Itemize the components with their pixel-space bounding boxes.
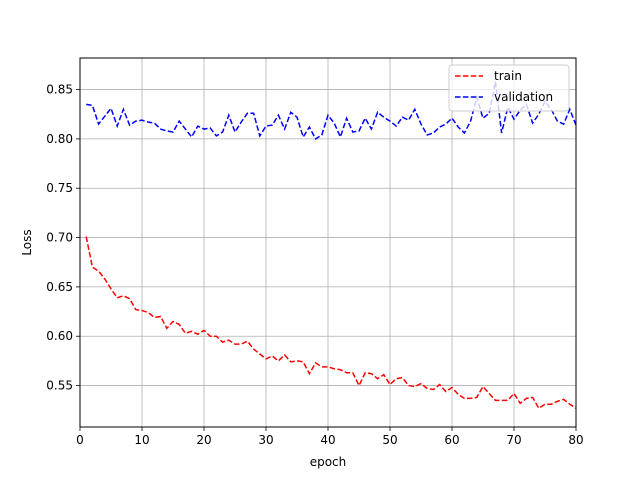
legend-label-validation: validation — [494, 90, 553, 104]
x-tick-label: 20 — [196, 433, 211, 447]
x-tick-label: 0 — [76, 433, 84, 447]
x-tick-label: 80 — [568, 433, 583, 447]
x-tick-label: 10 — [134, 433, 149, 447]
y-tick-label: 0.70 — [46, 231, 73, 245]
y-axis-label: Loss — [20, 229, 34, 255]
x-tick-label: 60 — [444, 433, 459, 447]
legend-label-train: train — [494, 69, 522, 83]
x-tick-label: 50 — [382, 433, 397, 447]
y-tick-label: 0.75 — [46, 181, 73, 195]
x-axis-label: epoch — [310, 455, 347, 469]
x-tick-label: 70 — [506, 433, 521, 447]
series-line-train — [85, 236, 577, 410]
y-tick-label: 0.80 — [46, 132, 73, 146]
y-tick-label: 0.65 — [46, 280, 73, 294]
x-tick-label: 30 — [258, 433, 273, 447]
y-tick-label: 0.60 — [46, 329, 73, 343]
y-tick-label: 0.55 — [46, 379, 73, 393]
y-tick-label: 0.85 — [46, 83, 73, 97]
y-axis-ticks: 0.55 0.60 0.65 0.70 0.75 0.80 0.85 — [46, 83, 80, 393]
x-tick-label: 40 — [320, 433, 335, 447]
legend: train validation — [448, 64, 570, 112]
x-axis-ticks: 0 10 20 30 40 50 60 70 80 — [76, 427, 584, 447]
